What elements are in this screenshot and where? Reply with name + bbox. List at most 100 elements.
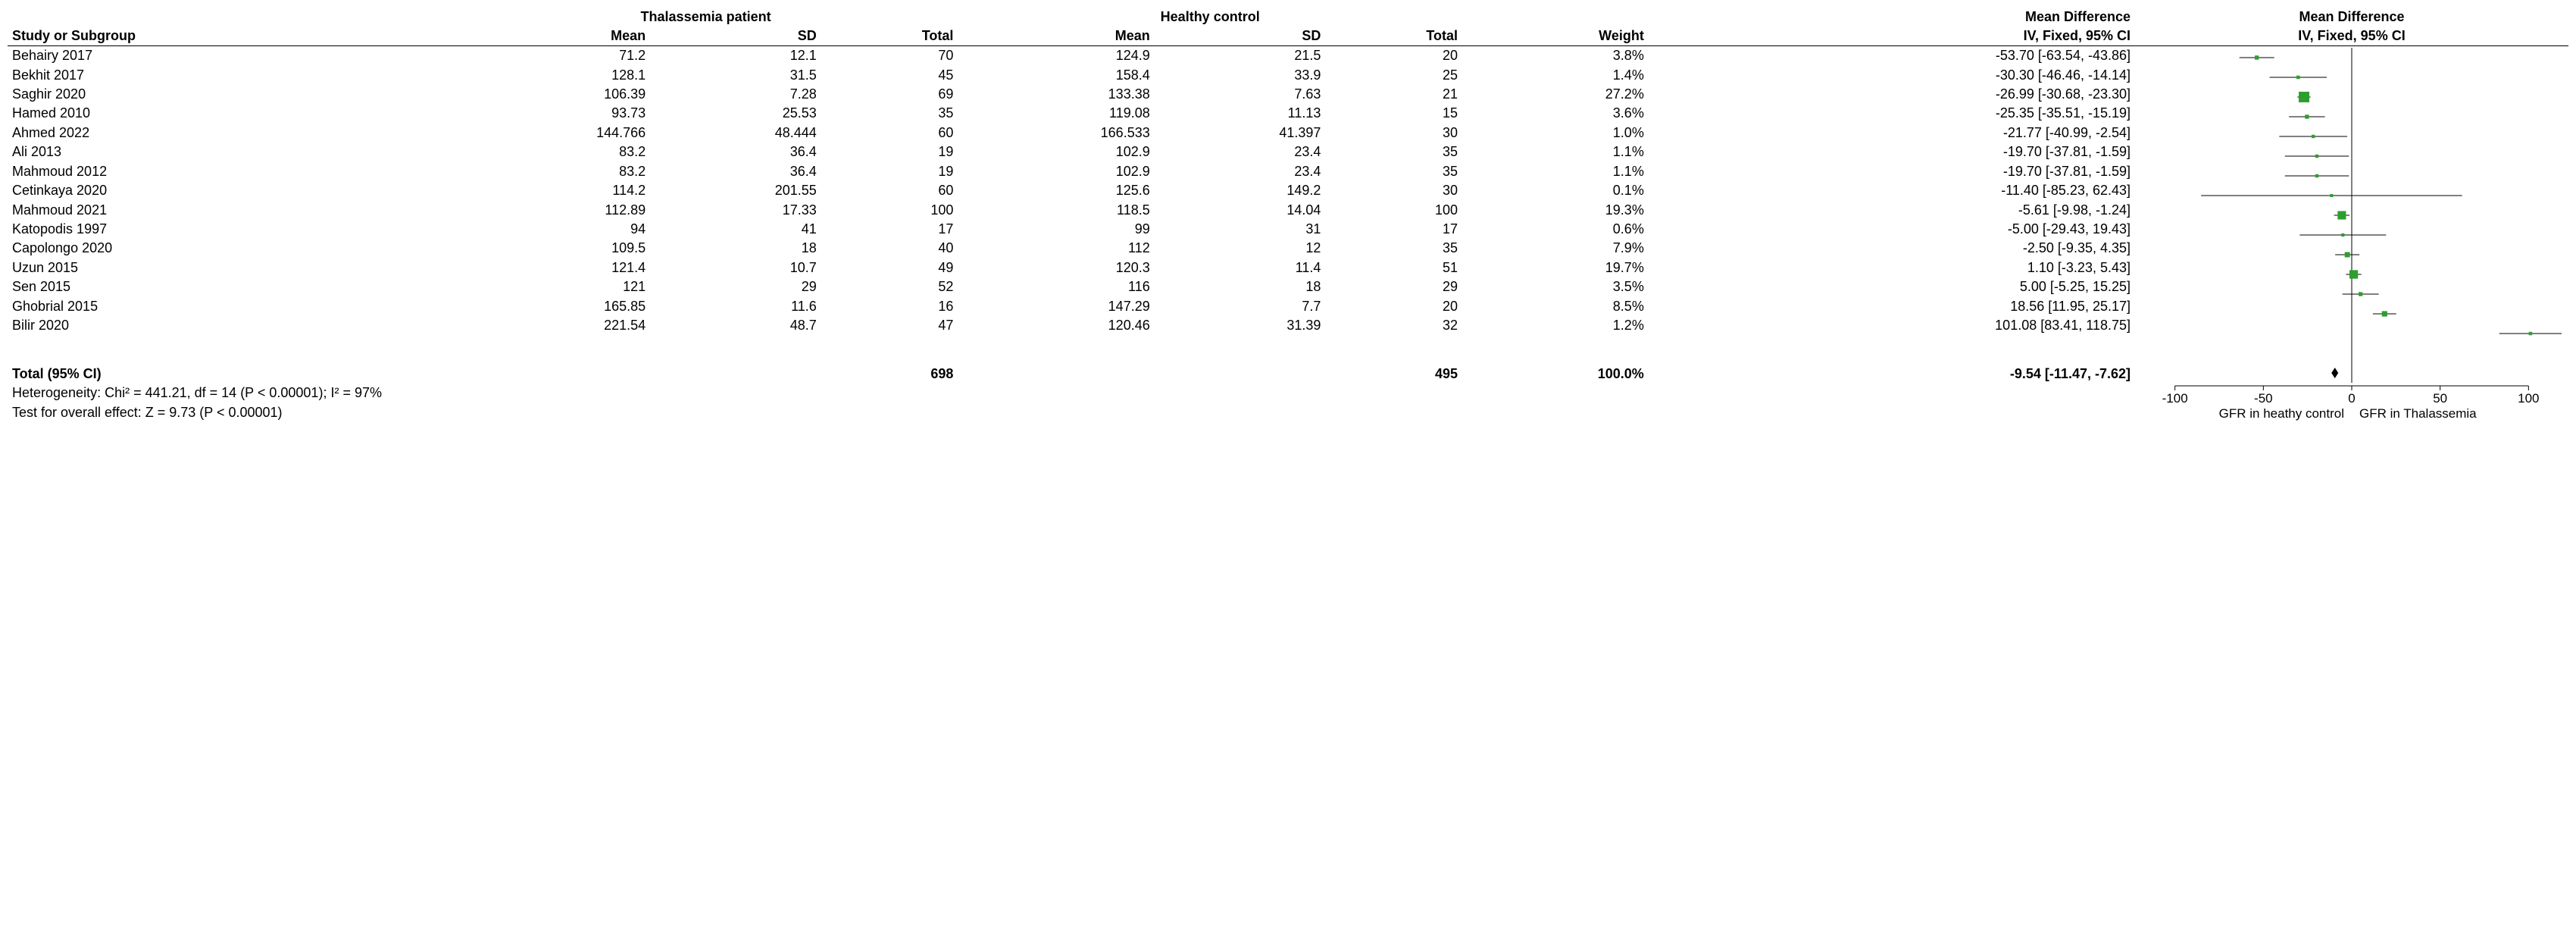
weight: 1.0%	[1462, 124, 1649, 143]
n1: 19	[821, 162, 958, 181]
mean1: 93.73	[454, 104, 650, 123]
n1: 45	[821, 65, 958, 84]
svg-text:0: 0	[2348, 391, 2355, 406]
weight: 1.2%	[1462, 316, 1649, 335]
study-name: Behairy 2017	[8, 46, 454, 66]
svg-text:-100: -100	[2162, 391, 2188, 406]
weight: 1.1%	[1462, 143, 1649, 161]
forest-plot-cell: -100-50050100GFR in heathy controlGFR in…	[2135, 46, 2568, 423]
sd2: 23.4	[1155, 143, 1326, 161]
md-ci: -5.00 [-29.43, 19.43]	[1649, 220, 2135, 239]
weight: 19.7%	[1462, 258, 1649, 277]
n1: 35	[821, 104, 958, 123]
n1: 19	[821, 143, 958, 161]
md-ci: -11.40 [-85.23, 62.43]	[1649, 181, 2135, 200]
weight: 0.6%	[1462, 220, 1649, 239]
md-ci: -26.99 [-30.68, -23.30]	[1649, 85, 2135, 104]
study-name: Ghobrial 2015	[8, 296, 454, 315]
mean1: 221.54	[454, 316, 650, 335]
hdr-sd1: SD	[650, 27, 821, 46]
md-ci: 101.08 [83.41, 118.75]	[1649, 316, 2135, 335]
hdr-md1: Mean Difference	[1649, 8, 2135, 27]
mean2: 158.4	[958, 65, 1154, 84]
n2: 35	[1325, 162, 1462, 181]
md-ci: -25.35 [-35.51, -15.19]	[1649, 104, 2135, 123]
hdr-sd2: SD	[1155, 27, 1326, 46]
forest-plot-table: Thalassemia patient Healthy control Mean…	[8, 8, 2568, 422]
md-ci: -2.50 [-9.35, 4.35]	[1649, 239, 2135, 258]
n2: 35	[1325, 143, 1462, 161]
total-n2: 495	[1325, 352, 1462, 384]
hdr-mean2: Mean	[958, 27, 1154, 46]
study-name: Saghir 2020	[8, 85, 454, 104]
sd2: 14.04	[1155, 200, 1326, 219]
mean2: 119.08	[958, 104, 1154, 123]
mean2: 133.38	[958, 85, 1154, 104]
mean1: 83.2	[454, 143, 650, 161]
md-ci: -19.70 [-37.81, -1.59]	[1649, 162, 2135, 181]
weight: 3.6%	[1462, 104, 1649, 123]
sd2: 11.4	[1155, 258, 1326, 277]
hdr-ci1: IV, Fixed, 95% CI	[1649, 27, 2135, 46]
mean1: 165.85	[454, 296, 650, 315]
overall-effect-text: Test for overall effect: Z = 9.73 (P < 0…	[8, 403, 2135, 422]
sd1: 29	[650, 277, 821, 296]
weight: 8.5%	[1462, 296, 1649, 315]
study-name: Uzun 2015	[8, 258, 454, 277]
mean1: 94	[454, 220, 650, 239]
header-row-top: Thalassemia patient Healthy control Mean…	[8, 8, 2568, 27]
mean1: 112.89	[454, 200, 650, 219]
n1: 52	[821, 277, 958, 296]
forest-plot-svg: -100-50050100GFR in heathy controlGFR in…	[2140, 48, 2564, 421]
svg-text:GFR in heathy control: GFR in heathy control	[2219, 406, 2344, 421]
sd1: 31.5	[650, 65, 821, 84]
hdr-n2: Total	[1325, 27, 1462, 46]
md-ci: -21.77 [-40.99, -2.54]	[1649, 124, 2135, 143]
total-label: Total (95% CI)	[8, 352, 454, 384]
mean2: 99	[958, 220, 1154, 239]
sd1: 18	[650, 239, 821, 258]
sd2: 31	[1155, 220, 1326, 239]
n2: 30	[1325, 124, 1462, 143]
study-name: Sen 2015	[8, 277, 454, 296]
sd1: 36.4	[650, 162, 821, 181]
hdr-ci2: IV, Fixed, 95% CI	[2135, 27, 2568, 46]
total-md: -9.54 [-11.47, -7.62]	[1649, 352, 2135, 384]
n2: 100	[1325, 200, 1462, 219]
study-name: Ahmed 2022	[8, 124, 454, 143]
n2: 30	[1325, 181, 1462, 200]
sd1: 17.33	[650, 200, 821, 219]
n2: 51	[1325, 258, 1462, 277]
mean2: 102.9	[958, 162, 1154, 181]
hdr-group2: Healthy control	[958, 8, 1462, 27]
svg-text:GFR in Thalassemia: GFR in Thalassemia	[2359, 406, 2477, 421]
weight: 1.1%	[1462, 162, 1649, 181]
sd2: 12	[1155, 239, 1326, 258]
n2: 21	[1325, 85, 1462, 104]
sd1: 36.4	[650, 143, 821, 161]
sd2: 18	[1155, 277, 1326, 296]
hdr-study: Study or Subgroup	[8, 27, 454, 46]
mean2: 120.46	[958, 316, 1154, 335]
weight: 3.8%	[1462, 46, 1649, 66]
md-ci: 18.56 [11.95, 25.17]	[1649, 296, 2135, 315]
mean2: 116	[958, 277, 1154, 296]
sd1: 48.7	[650, 316, 821, 335]
hdr-n1: Total	[821, 27, 958, 46]
sd2: 23.4	[1155, 162, 1326, 181]
mean1: 83.2	[454, 162, 650, 181]
weight: 19.3%	[1462, 200, 1649, 219]
sd1: 41	[650, 220, 821, 239]
sd1: 201.55	[650, 181, 821, 200]
hdr-group1: Thalassemia patient	[454, 8, 958, 27]
sd2: 33.9	[1155, 65, 1326, 84]
n1: 100	[821, 200, 958, 219]
md-ci: 1.10 [-3.23, 5.43]	[1649, 258, 2135, 277]
header-row-bottom: Study or Subgroup Mean SD Total Mean SD …	[8, 27, 2568, 46]
md-ci: -53.70 [-63.54, -43.86]	[1649, 46, 2135, 66]
sd1: 48.444	[650, 124, 821, 143]
sd2: 7.63	[1155, 85, 1326, 104]
md-ci: -5.61 [-9.98, -1.24]	[1649, 200, 2135, 219]
study-name: Katopodis 1997	[8, 220, 454, 239]
n1: 17	[821, 220, 958, 239]
